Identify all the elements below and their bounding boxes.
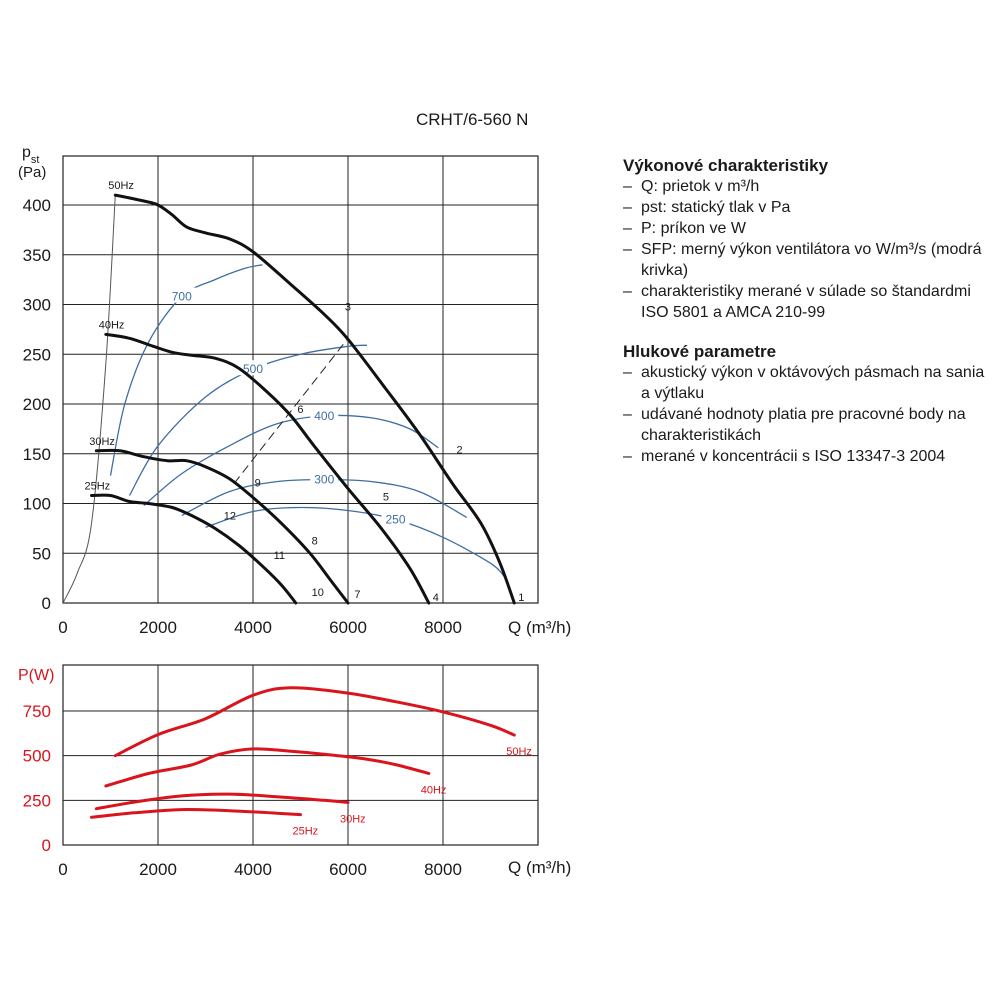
power-curve-label: 40Hz bbox=[421, 785, 447, 797]
pressure-plot-frame bbox=[62, 155, 539, 604]
operating-point-label: 5 bbox=[383, 492, 389, 504]
power-curve-label: 30Hz bbox=[340, 813, 366, 825]
performance-item: SFP: merný výkon ventilátora vo W/m³/s (… bbox=[623, 239, 993, 281]
operating-point-label: 2 bbox=[457, 445, 463, 457]
sfp-label-bg bbox=[167, 287, 196, 303]
pressure-y-tick: 350 bbox=[23, 246, 51, 265]
performance-list: Q: prietok v m³/h pst: statický tlak v P… bbox=[623, 176, 993, 323]
pressure-y-axis-unit: (Pa) bbox=[18, 164, 46, 181]
pressure-curve-30hz bbox=[94, 448, 350, 605]
pressure-curve-25hz bbox=[90, 493, 298, 605]
power-y-tick: 250 bbox=[23, 791, 51, 810]
power-x-tick: 4000 bbox=[234, 860, 272, 879]
pressure-x-tick: 6000 bbox=[329, 618, 367, 637]
sfp-label-bg bbox=[239, 360, 267, 376]
noise-item: merané v koncentrácii s ISO 13347-3 2004 bbox=[623, 446, 993, 467]
sfp-curve-label: 300 bbox=[314, 473, 334, 487]
power-y-tick: 0 bbox=[42, 836, 51, 855]
pressure-y-tick: 300 bbox=[23, 296, 51, 315]
pressure-curve-label: 25Hz bbox=[85, 481, 111, 493]
chart-title: CRHT/6-560 N bbox=[416, 110, 529, 129]
performance-heading: Výkonové charakteristiky bbox=[623, 156, 829, 175]
pressure-y-axis-label: pst bbox=[22, 144, 39, 166]
power-x-tick: 0 bbox=[58, 860, 67, 879]
operating-point-label: 4 bbox=[433, 592, 439, 604]
sfp-label-bg bbox=[381, 510, 410, 526]
pressure-y-tick: 200 bbox=[23, 395, 51, 414]
operating-point-label: 6 bbox=[297, 404, 303, 416]
operating-point-label: 8 bbox=[312, 535, 318, 547]
pressure-x-axis-label: Q (m³/h) bbox=[508, 618, 571, 637]
performance-item: pst: statický tlak v Pa bbox=[623, 197, 993, 218]
power-curve-40hz bbox=[104, 747, 431, 788]
pressure-curve-50hz bbox=[113, 193, 516, 605]
power-x-tick: 2000 bbox=[139, 860, 177, 879]
power-curve-50hz bbox=[113, 686, 516, 758]
sfp-curve bbox=[205, 506, 506, 578]
noise-heading: Hlukové parametre bbox=[623, 342, 777, 361]
info-panel: Výkonové charakteristiky Q: prietok v m³… bbox=[623, 155, 993, 485]
power-x-axis-label: Q (m³/h) bbox=[508, 858, 571, 877]
pressure-y-tick: 150 bbox=[23, 445, 51, 464]
operating-point-label: 11 bbox=[274, 550, 285, 562]
operating-point-label: 7 bbox=[354, 589, 360, 601]
performance-item: Q: prietok v m³/h bbox=[623, 176, 993, 197]
power-plot-frame bbox=[62, 664, 539, 846]
system-curve bbox=[62, 195, 116, 604]
operating-dashed-line bbox=[233, 338, 349, 484]
pressure-x-tick: 8000 bbox=[424, 618, 462, 637]
operating-point-label: 9 bbox=[255, 478, 261, 490]
operating-point-label: 12 bbox=[224, 510, 236, 522]
sfp-label-bg bbox=[310, 470, 339, 486]
noise-item: udávané hodnoty platia pre pracovné body… bbox=[623, 404, 993, 446]
pressure-x-tick: 4000 bbox=[234, 618, 272, 637]
performance-item: P: príkon ve W bbox=[623, 218, 993, 239]
sfp-curve-label: 500 bbox=[243, 362, 263, 376]
operating-point-label: 10 bbox=[312, 587, 324, 599]
pressure-y-tick: 100 bbox=[23, 495, 51, 514]
pressure-x-tick: 2000 bbox=[139, 618, 177, 637]
pressure-curve-label: 50Hz bbox=[108, 180, 134, 192]
power-y-tick: 750 bbox=[23, 702, 51, 721]
noise-item: akustický výkon v oktávových pásmach na … bbox=[623, 362, 993, 404]
pressure-y-tick: 50 bbox=[32, 544, 51, 563]
pressure-y-tick: 0 bbox=[42, 594, 51, 613]
sfp-curve bbox=[143, 414, 439, 506]
pressure-y-tick: 250 bbox=[23, 345, 51, 364]
power-x-tick: 8000 bbox=[424, 860, 462, 879]
pressure-curve-40hz bbox=[104, 332, 431, 605]
pressure-curve-label: 30Hz bbox=[89, 436, 115, 448]
pressure-y-tick: 400 bbox=[23, 196, 51, 215]
noise-list: akustický výkon v oktávových pásmach na … bbox=[623, 362, 993, 467]
pressure-curve-label: 40Hz bbox=[99, 319, 125, 331]
power-y-axis-label: P(W) bbox=[18, 667, 54, 684]
performance-item: charakteristiky merané v súlade so štand… bbox=[623, 281, 993, 323]
operating-point-label: 3 bbox=[345, 301, 351, 313]
sfp-label-bg bbox=[310, 406, 339, 422]
power-curve-label: 50Hz bbox=[506, 746, 532, 758]
power-curve-30hz bbox=[94, 792, 350, 811]
sfp-curve-label: 700 bbox=[172, 290, 192, 304]
operating-point-label: 1 bbox=[518, 592, 524, 604]
power-curve-25hz bbox=[90, 808, 302, 819]
power-curve-label: 25Hz bbox=[293, 826, 319, 838]
pressure-x-tick: 0 bbox=[58, 618, 67, 637]
sfp-curve-label: 250 bbox=[385, 512, 405, 526]
power-y-tick: 500 bbox=[23, 747, 51, 766]
sfp-curve-label: 400 bbox=[314, 409, 334, 423]
power-x-tick: 6000 bbox=[329, 860, 367, 879]
